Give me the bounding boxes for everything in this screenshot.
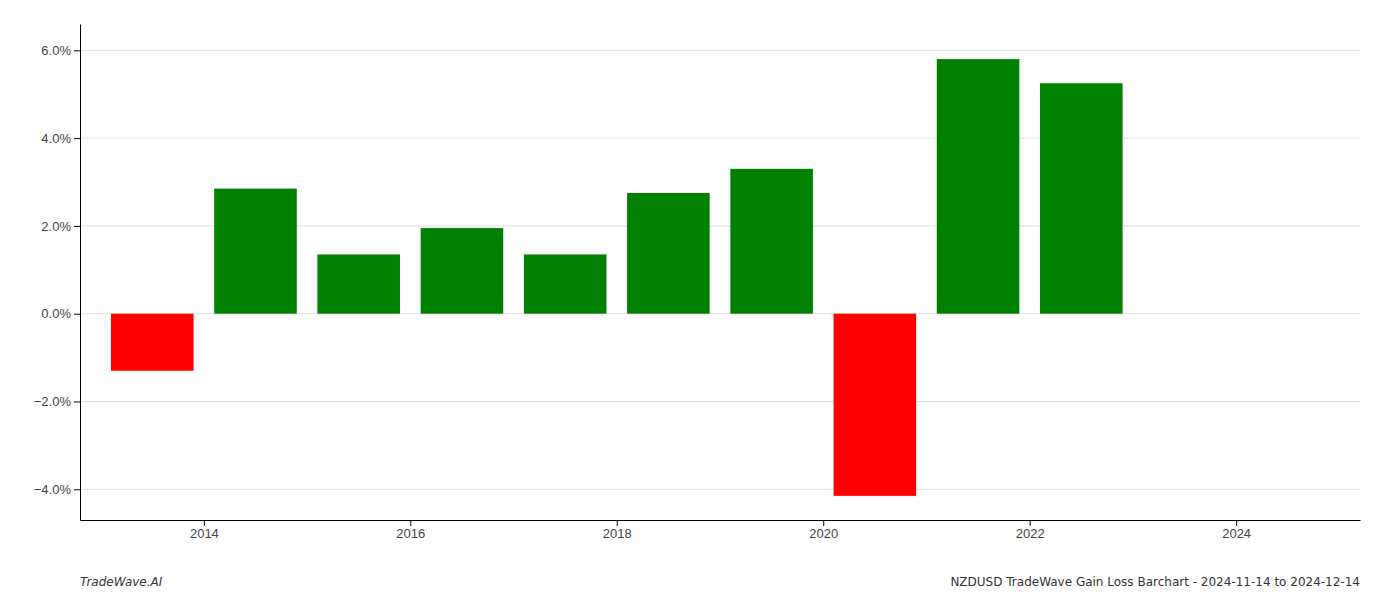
y-tick-mark — [74, 401, 80, 402]
y-tick-mark — [74, 314, 80, 315]
grid — [80, 50, 1360, 489]
y-tick-mark — [74, 489, 80, 490]
bar — [937, 59, 1020, 314]
chart: −4.0%−2.0%0.0%2.0%4.0%6.0%20142016201820… — [0, 0, 1400, 600]
x-tick-label: 2020 — [809, 526, 838, 541]
grid-line — [80, 401, 1360, 402]
y-tick: 2.0% — [41, 219, 80, 234]
footer-right: NZDUSD TradeWave Gain Loss Barchart - 20… — [950, 575, 1360, 589]
x-tick: 2024 — [1222, 520, 1251, 541]
y-tick: −4.0% — [34, 482, 80, 497]
x-tick: 2014 — [190, 520, 219, 541]
bar — [524, 254, 607, 313]
grid-line — [80, 138, 1360, 139]
y-tick: −2.0% — [34, 394, 80, 409]
x-tick-label: 2016 — [396, 526, 425, 541]
bars — [111, 59, 1123, 496]
y-tick-mark — [74, 50, 80, 51]
x-axis: 2014 2016 2018 2020 2022 2024 — [81, 520, 1361, 541]
x-tick-mark — [823, 520, 824, 526]
bar — [834, 314, 917, 496]
y-tick: 0.0% — [41, 306, 80, 321]
x-tick-mark — [1236, 520, 1237, 526]
grid-line — [80, 489, 1360, 490]
bar — [111, 314, 194, 371]
y-tick-label: −4.0% — [34, 482, 72, 497]
x-axis-line — [81, 520, 1361, 521]
x-tick: 2018 — [603, 520, 632, 541]
y-tick: 6.0% — [41, 43, 80, 58]
grid-line — [80, 50, 1360, 51]
y-tick-label: 4.0% — [41, 131, 71, 146]
bar — [730, 169, 813, 314]
bar — [1040, 83, 1123, 313]
y-tick-label: 6.0% — [41, 43, 71, 58]
x-tick: 2022 — [1016, 520, 1045, 541]
bar — [421, 228, 504, 314]
bar — [317, 254, 400, 313]
x-tick-mark — [617, 520, 618, 526]
y-tick-label: 2.0% — [41, 219, 71, 234]
x-tick-label: 2022 — [1016, 526, 1045, 541]
x-tick-label: 2024 — [1222, 526, 1251, 541]
footer-left: TradeWave.AI — [80, 575, 163, 589]
bar — [627, 193, 710, 314]
x-tick: 2016 — [396, 520, 425, 541]
y-tick-label: −2.0% — [34, 394, 72, 409]
y-axis-line — [80, 25, 81, 521]
x-tick-mark — [204, 520, 205, 526]
y-axis: −4.0% −2.0% 0.0% 2.0% 4.0% 6.0% — [34, 25, 81, 521]
y-tick-mark — [74, 226, 80, 227]
x-tick-mark — [410, 520, 411, 526]
y-tick-label: 0.0% — [41, 306, 71, 321]
x-tick-mark — [1030, 520, 1031, 526]
x-tick-label: 2018 — [603, 526, 632, 541]
bar — [214, 189, 297, 314]
x-tick-label: 2014 — [190, 526, 219, 541]
y-tick: 4.0% — [41, 131, 80, 146]
x-tick: 2020 — [809, 520, 838, 541]
y-tick-mark — [74, 138, 80, 139]
